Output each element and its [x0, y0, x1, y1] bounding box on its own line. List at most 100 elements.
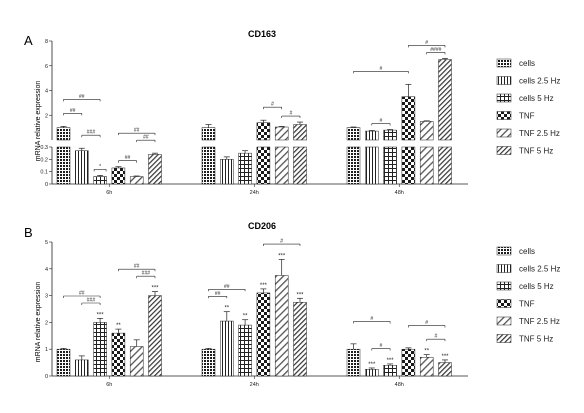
- bar-lower-part: [293, 146, 307, 185]
- significance-stars: **: [243, 314, 248, 320]
- bar: [129, 346, 144, 377]
- x-tick-label: 48h: [395, 190, 404, 196]
- significance-label: *: [99, 164, 101, 170]
- y-tick-label: 0: [45, 374, 48, 380]
- bar: [365, 369, 379, 377]
- y-tick-label: 3: [45, 294, 48, 300]
- bar-lower-part: [401, 146, 416, 185]
- significance-stars: ***: [368, 362, 376, 368]
- legend-label: TNF 5 Hz: [519, 335, 553, 344]
- bar: [129, 176, 144, 185]
- y-tick-label: 4: [45, 267, 48, 273]
- significance-markers: #######*###############: [63, 40, 446, 172]
- significance-stars: ***: [278, 253, 286, 259]
- bar-lower-part: [274, 146, 289, 185]
- significance-label: #: [425, 40, 428, 46]
- y-tick-label: 0: [45, 182, 48, 188]
- significance-label: ##: [134, 264, 140, 270]
- legend-swatch: [496, 58, 512, 68]
- y-axis-label: mRNA relative expression: [35, 282, 42, 363]
- bars: ******** ************************: [56, 253, 452, 377]
- bar: [201, 348, 216, 377]
- bar: [438, 59, 452, 141]
- significance-label: ####: [430, 47, 441, 53]
- legend-label: TNF: [519, 300, 535, 309]
- bar: [256, 292, 271, 377]
- significance-stars: **: [224, 306, 229, 312]
- significance-stars: **: [424, 349, 429, 355]
- x-tick-label: 6h: [106, 190, 112, 196]
- bar: [256, 122, 271, 141]
- panel-label: A: [24, 33, 33, 48]
- bar: [419, 121, 434, 141]
- bar: [438, 362, 452, 377]
- significance-label: #: [370, 316, 373, 322]
- bar: [293, 124, 307, 141]
- significance-label: #: [280, 239, 283, 245]
- chart-title: CD163: [248, 29, 276, 39]
- panel-b-cd206: B CD206 mRNA relative expression 0 1 2 3 4 5 6…: [24, 221, 560, 388]
- bar: [148, 154, 162, 185]
- bar: [56, 348, 71, 377]
- legend-label: TNF 2.5 Hz: [519, 129, 560, 138]
- legend-label: TNF 5 Hz: [519, 147, 553, 156]
- bar-lower-part: [365, 146, 379, 185]
- chart-title: CD206: [248, 221, 276, 231]
- significance-label: ###: [87, 130, 96, 136]
- significance-label: ###: [87, 298, 96, 304]
- y-tick-label: 5: [45, 240, 48, 246]
- panel-label: B: [24, 225, 33, 240]
- legend-label: cells 5 Hz: [519, 282, 554, 291]
- x-tick-label: 6h: [106, 382, 112, 388]
- bars: [56, 57, 452, 185]
- bar: [419, 356, 434, 377]
- legend-swatch: [496, 146, 512, 155]
- significance-label: ##: [79, 94, 85, 100]
- legend-label: TNF 2.5 Hz: [519, 317, 560, 326]
- significance-stars: ***: [151, 286, 159, 292]
- legend-label: cells: [519, 59, 535, 68]
- legend-swatch: [496, 334, 512, 343]
- y-tick-label: 4: [45, 89, 48, 95]
- legend-label: cells 2.5 Hz: [519, 265, 560, 274]
- bar: [293, 302, 307, 377]
- legend-label: cells 5 Hz: [519, 94, 554, 103]
- legend-swatch: [496, 76, 512, 85]
- legend-swatch: [496, 111, 512, 120]
- bar: [75, 150, 89, 185]
- bar: [220, 320, 234, 377]
- legend-swatch: [496, 246, 512, 256]
- legend-label: cells 2.5 Hz: [519, 77, 560, 86]
- significance-label: ##: [134, 128, 140, 134]
- bar: [56, 127, 71, 141]
- bar-lower-part: [383, 146, 397, 185]
- bar: [365, 130, 379, 141]
- x-tick-label: 48h: [395, 382, 404, 388]
- bar: [201, 127, 216, 141]
- bar: [401, 348, 416, 377]
- bar: [401, 96, 416, 141]
- bar: [238, 152, 252, 185]
- legend-swatch: [496, 128, 512, 138]
- legend-label: cells: [519, 247, 535, 256]
- bar: [220, 159, 234, 185]
- bar-lower-part: [419, 146, 434, 185]
- significance-label: ##: [224, 284, 230, 290]
- panel-a-cd163: A CD163 mRNA relative expression 0 0.1 0.2…: [24, 29, 560, 196]
- x-tick-label: 24h: [250, 190, 259, 196]
- significance-label: #: [380, 118, 383, 124]
- bar: [111, 332, 126, 377]
- bar: [238, 324, 252, 377]
- y-tick-label: 0.2: [40, 157, 48, 163]
- legend-swatch: [496, 316, 512, 326]
- significance-label: #: [425, 320, 428, 326]
- y-tick-label: 2: [45, 113, 48, 119]
- significance-stars: **: [116, 323, 121, 329]
- legend: cells cells 2.5 Hz cells 5 Hz TNF TNF 2.5 Hz…: [496, 58, 560, 156]
- y-tick-label: 0.3: [40, 145, 48, 151]
- y-tick-label: 1: [45, 347, 48, 353]
- significance-label: ##: [70, 108, 76, 114]
- bar-lower-part: [256, 146, 271, 185]
- x-tick-label: 24h: [250, 382, 259, 388]
